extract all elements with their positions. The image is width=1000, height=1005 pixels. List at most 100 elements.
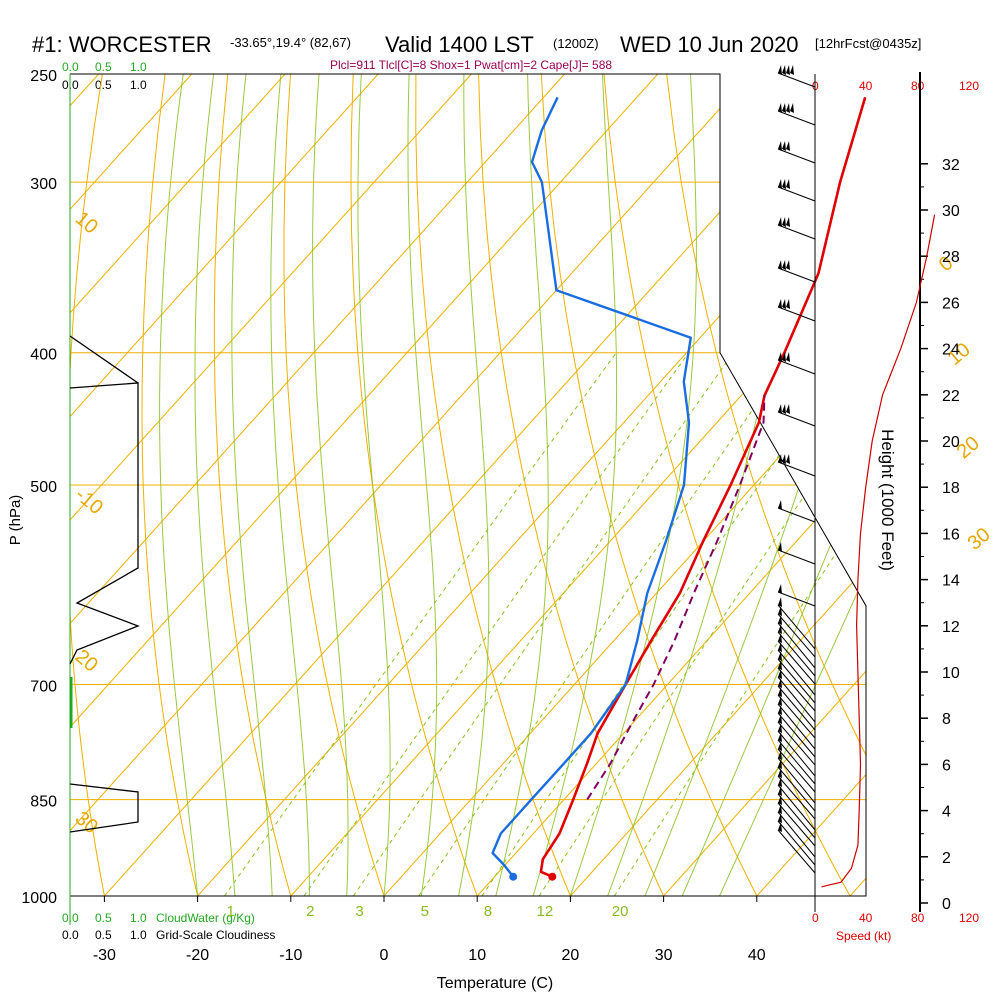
wind-barb-staff <box>778 632 815 676</box>
height-tick-label: 16 <box>942 526 960 543</box>
wind-barb-flag <box>782 103 786 113</box>
wind-barb-staff <box>778 749 815 792</box>
wind-barb-flag <box>782 260 786 270</box>
isotherm-label: 30 <box>964 524 995 555</box>
mixing-ratio-line <box>539 353 901 896</box>
pressure-tick-label: 300 <box>30 176 57 193</box>
wind-barb-staff <box>778 225 815 239</box>
height-tick-label: 30 <box>942 203 960 220</box>
wind-barb-flag <box>786 65 790 75</box>
wind-barb-staff <box>778 187 815 201</box>
speed-tick-top: 40 <box>859 79 873 93</box>
wind-barb-staff <box>778 731 815 776</box>
cloudwater-tick-top: 0.0 <box>62 60 79 74</box>
mixing-ratio-label: 5 <box>421 903 429 920</box>
mixing-ratio-label: 8 <box>484 903 492 920</box>
wind-barb-staff <box>778 73 815 87</box>
wind-barb-staff <box>778 803 815 846</box>
wind-barb-staff <box>778 659 815 703</box>
speed-tick-bottom: 0 <box>812 911 819 925</box>
speed-tick-bottom: 120 <box>959 911 979 925</box>
temperature-tick-label: 40 <box>748 947 766 964</box>
temperature-tick-label: -30 <box>93 947 116 964</box>
mixing-ratio-label: 3 <box>355 903 363 920</box>
wind-barb-staff <box>778 776 815 819</box>
wind-barb-flag <box>782 179 786 189</box>
cloudiness-tick-top: 1.0 <box>130 78 147 92</box>
cloudwater-scale-top: 0.0 0.5 1.0 0.0 0.5 1.0 <box>62 60 147 92</box>
y-axis-title: P (hPa) <box>7 495 24 546</box>
utc-time: (1200Z) <box>553 36 599 51</box>
height-tick-label: 20 <box>942 434 960 451</box>
wind-barb-staff <box>778 668 815 711</box>
temperature-surface-point <box>548 873 556 881</box>
valid-time: Valid 1400 LST <box>385 32 534 57</box>
height-tick-label: 8 <box>942 711 951 728</box>
station-coords: -33.65°,19.4° (82,67) <box>230 35 351 50</box>
height-tick-label: 10 <box>942 665 960 682</box>
wind-barb-flag <box>782 65 786 75</box>
height-axis-title: Height (1000 Feet) <box>878 429 897 571</box>
cloudiness-tick-top: 0.0 <box>62 78 79 92</box>
height-tick-label: 4 <box>942 804 951 821</box>
wind-barb-flag <box>790 65 794 75</box>
cloudiness-tick-bottom: 0.5 <box>95 928 112 942</box>
temperature-tick-label: 10 <box>468 947 486 964</box>
pressure-tick-label: 250 <box>30 68 57 85</box>
wind-barb-staff <box>778 550 815 564</box>
wind-barb-staff <box>778 592 815 606</box>
speed-tick-bottom: 40 <box>859 911 873 925</box>
wind-barb-flag <box>786 404 790 414</box>
wind-barb-flag <box>786 260 790 270</box>
wind-barb-staff <box>778 767 815 811</box>
pressure-tick-label: 850 <box>30 794 57 811</box>
wind-barb-flag <box>782 404 786 414</box>
cloudwater-label: CloudWater (g/Kg) <box>156 911 255 925</box>
height-tick-label: 0 <box>942 896 951 913</box>
temperature-tick-label: -20 <box>186 947 209 964</box>
cloudiness-line <box>70 383 138 664</box>
forecast-title: [12hrFcst@0435z] <box>815 36 921 51</box>
wind-barb-flag <box>786 454 790 464</box>
dewpoint-line <box>493 97 691 876</box>
adiabat-label: 10 <box>71 207 102 238</box>
pressure-tick-label: 400 <box>30 347 57 364</box>
height-tick-label: 26 <box>942 295 960 312</box>
wind-barb-staff <box>778 758 815 803</box>
wind-barb-staff <box>778 614 815 657</box>
wind-barb-staff <box>778 641 815 684</box>
wind-barb-flag <box>782 141 786 151</box>
wind-barb-staff <box>778 605 815 649</box>
wind-barb-flag <box>786 103 790 113</box>
wind-barb-staff <box>778 713 815 757</box>
wind-barb-flag <box>786 299 790 309</box>
mixing-ratio-line <box>614 353 968 896</box>
cloudiness-tick-bottom: 1.0 <box>130 928 147 942</box>
cloudiness-line <box>70 336 138 383</box>
mixing-ratio-label: 20 <box>612 903 629 920</box>
mixing-ratio-line <box>224 353 616 896</box>
dewpoint-surface-point <box>509 873 517 881</box>
station-title: #1: WORCESTER <box>32 32 212 57</box>
temperature-line <box>541 97 865 876</box>
height-tick-label: 12 <box>942 619 960 636</box>
wind-barb-flag <box>790 103 794 113</box>
wind-barb-flag <box>782 299 786 309</box>
wind-barb-staff <box>778 794 815 838</box>
wind-barb-staff <box>778 704 815 749</box>
adiabat-label: 20 <box>71 645 102 676</box>
height-tick-label: 24 <box>942 342 960 359</box>
speed-label: Speed (kt) <box>836 929 891 943</box>
temperature-tick-label: 0 <box>380 947 389 964</box>
adiabat-label: -10 <box>71 484 107 519</box>
indices-text: Plcl=911 Tlcl[C]=8 Shox=1 Pwat[cm]=2 Cap… <box>330 58 612 72</box>
date-title: WED 10 Jun 2020 <box>620 32 799 57</box>
isotherm-line <box>0 74 5 896</box>
speed-tick-top: 80 <box>911 79 925 93</box>
cloudwater-tick-bottom: 0.0 <box>62 911 79 925</box>
height-tick-label: 2 <box>942 850 951 867</box>
